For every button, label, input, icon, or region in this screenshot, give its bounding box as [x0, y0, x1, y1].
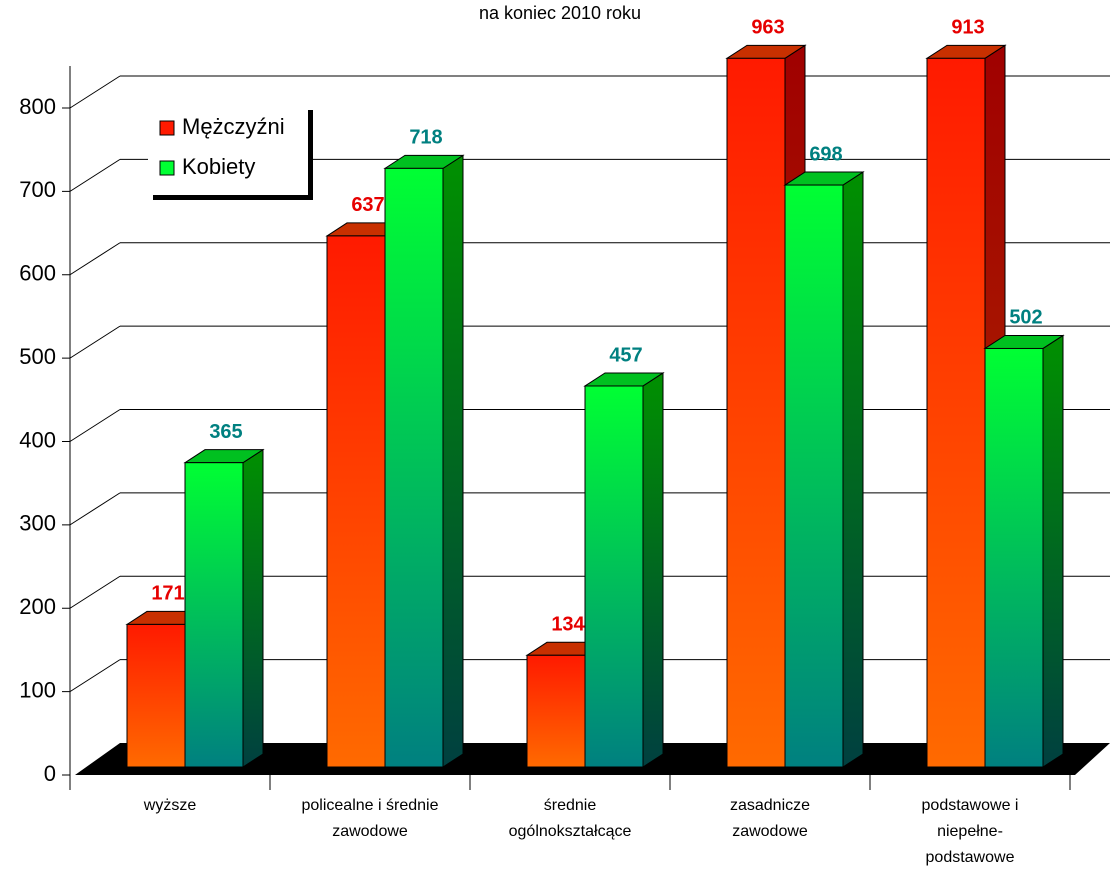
y-tick-label: 700: [19, 177, 56, 202]
bar: [584, 385, 644, 768]
grid-line-side: [69, 492, 121, 526]
x-tick-label: wyższe: [143, 797, 197, 814]
bar: [126, 623, 186, 768]
chart-title: na koniec 2010 roku: [479, 3, 641, 23]
bar: [326, 235, 386, 768]
x-tick-label: niepełne-: [937, 823, 1003, 840]
grid-line-side: [69, 325, 121, 359]
x-tick-label: podstawowe: [926, 849, 1015, 866]
bar-side: [1042, 334, 1064, 768]
value-label: 365: [209, 421, 242, 443]
bar: [184, 462, 244, 768]
grid-line-side: [69, 158, 121, 192]
legend-swatch: [159, 120, 175, 136]
value-label: 502: [1009, 307, 1042, 329]
x-tick-label: policealne i średnie: [302, 797, 439, 814]
value-label: 963: [751, 17, 784, 39]
value-label: 718: [409, 127, 442, 149]
bar: [526, 654, 586, 768]
x-tick-label: zawodowe: [732, 823, 808, 840]
y-tick-label: 400: [19, 427, 56, 452]
x-tick-label: podstawowe i: [922, 797, 1019, 814]
grid-line-side: [69, 409, 121, 442]
grid-line-side: [69, 242, 121, 276]
y-tick-label: 100: [19, 677, 56, 702]
x-tick-label: zasadnicze: [730, 797, 810, 814]
y-tick-label: 800: [19, 94, 56, 119]
value-label: 913: [951, 17, 984, 39]
value-label: 134: [551, 614, 585, 636]
legend-label: Mężczyźni: [182, 114, 285, 139]
bar-side: [842, 171, 864, 768]
legend: Mężczyźni Kobiety: [148, 105, 313, 200]
value-label: 637: [351, 194, 384, 216]
y-tick-label: 200: [19, 594, 56, 619]
value-label: 457: [609, 344, 642, 366]
bar: [726, 57, 786, 768]
value-label: 698: [809, 143, 842, 165]
y-tick-label: 500: [19, 344, 56, 369]
bar: [784, 184, 844, 768]
legend-swatch: [159, 160, 175, 176]
bar: [984, 347, 1044, 768]
grid-line-side: [69, 659, 121, 693]
y-tick-label: 600: [19, 261, 56, 286]
bars: 171 365 637 718 134 457 963 698 913 502: [125, 17, 1065, 768]
value-label: 171: [151, 583, 184, 605]
legend-label: Kobiety: [182, 154, 255, 179]
bar-side: [242, 448, 264, 768]
x-tick-label: zawodowe: [332, 823, 408, 840]
y-tick-label: 300: [19, 511, 56, 536]
bar-side: [642, 372, 664, 768]
y-tick-label: 0: [44, 761, 56, 786]
bar-side: [442, 154, 464, 768]
legend-box: [148, 105, 308, 195]
bar: [926, 57, 986, 768]
grid-line-side: [69, 75, 121, 109]
grid-line-side: [69, 575, 121, 609]
x-tick-label: średnie: [544, 797, 597, 814]
bar: [384, 167, 444, 768]
x-tick-label: ogólnokształcące: [509, 823, 632, 840]
